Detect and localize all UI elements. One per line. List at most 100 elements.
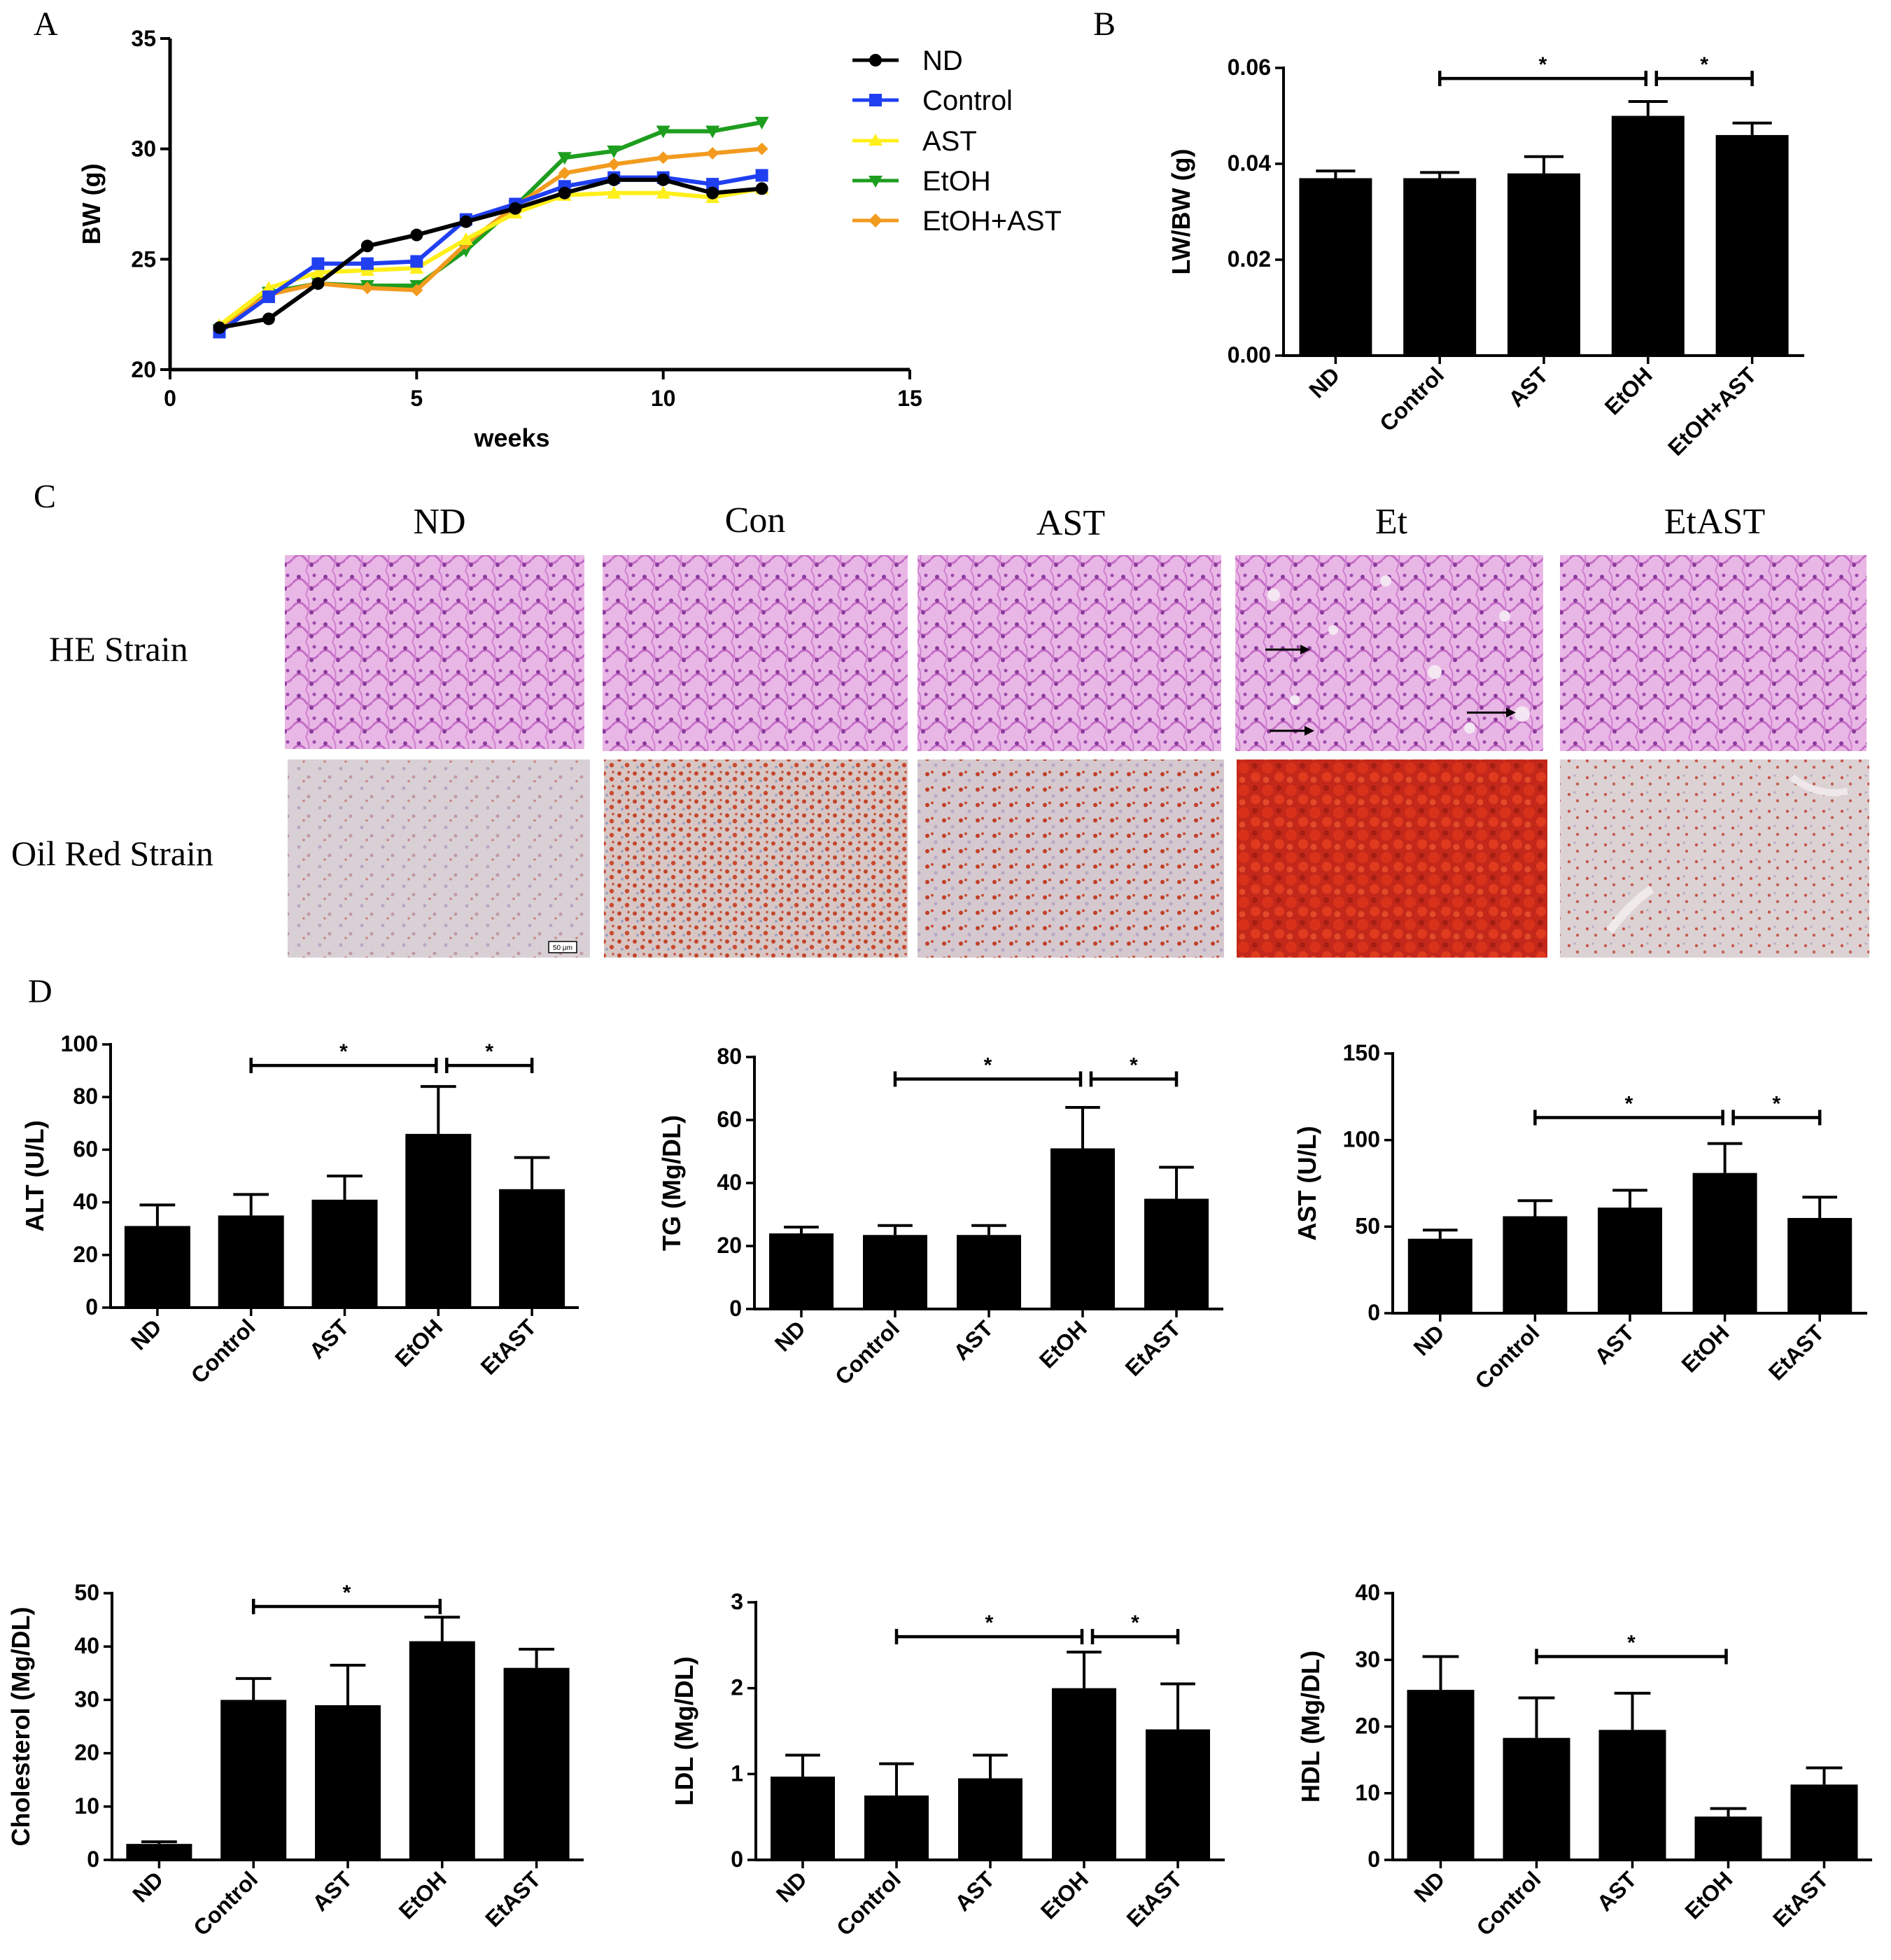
x-tick-label: 0 [164, 386, 176, 411]
y-axis-label: AST (U/L) [1293, 1126, 1321, 1241]
bar-control [1503, 1216, 1568, 1313]
category-label-control: Control [1470, 1320, 1544, 1394]
y-tick-label: 50 [74, 1580, 99, 1605]
data-point-ast [656, 186, 670, 199]
category-label-etoh: EtOH [1600, 362, 1657, 419]
data-point-control [262, 290, 275, 303]
legend-item-etoh: EtOH [852, 166, 991, 197]
alt-bar-chart: 0 20 40 60 80 100 ND Control AST EtOH EtAST * * ALT (… [20, 1031, 579, 1388]
data-point-control [311, 257, 325, 270]
category-label-etast: EtAST [480, 1866, 546, 1932]
legend-marker-etoh-ast [869, 214, 883, 227]
data-point-etoh-ast [558, 167, 571, 180]
category-label-etoh: EtOH [1036, 1866, 1093, 1924]
y-tick-label: 3 [731, 1589, 743, 1614]
category-label-nd: ND [1409, 1866, 1449, 1907]
oil-image-nd [288, 760, 590, 958]
y-tick-label: 0.04 [1228, 150, 1271, 176]
y-tick-label: 1 [731, 1760, 743, 1786]
liver-ratio-bar-chart: 0.00 0.02 0.04 0.06 ND Control AST EtOH EtOH+AST… [1167, 53, 1804, 461]
category-label-etoh: EtOH [390, 1314, 447, 1371]
y-tick-label: 80 [73, 1084, 98, 1109]
bar-etoh [1692, 1172, 1757, 1313]
y-tick-label: 30 [131, 136, 156, 162]
category-label-control: Control [186, 1314, 260, 1388]
category-label-ast: AST [948, 1315, 998, 1365]
data-point-ast [607, 186, 621, 199]
cholesterol-bar-chart: 0 10 20 30 40 50 ND Control AST EtOH EtAST * Cholest… [6, 1580, 584, 1940]
x-axis-label: weeks [473, 424, 549, 452]
category-label-nd: ND [1304, 362, 1344, 402]
data-point-nd [558, 186, 571, 200]
category-label-control: Control [1472, 1866, 1546, 1940]
bar-nd [1299, 178, 1372, 356]
he-vacuoles-et [1267, 575, 1530, 734]
category-label-nd: ND [770, 1315, 810, 1356]
bar-ast [1507, 173, 1580, 356]
significance-star: * [985, 1611, 994, 1634]
bar-etoh [1052, 1688, 1116, 1860]
legend-a: ND Control AST EtOH EtOH+AST [852, 46, 1062, 237]
y-tick-label: 0 [1368, 1300, 1380, 1325]
bar-ast [311, 1199, 378, 1308]
category-label-etast: EtAST [1768, 1866, 1834, 1932]
right-arrow-icon [1265, 645, 1310, 654]
y-tick-label: 2 [731, 1675, 743, 1700]
data-point-nd [213, 321, 226, 335]
bar-ast [315, 1705, 381, 1860]
bar-etast [1146, 1729, 1210, 1860]
category-label-nd: ND [771, 1866, 812, 1907]
panel-label-c: C [34, 478, 56, 515]
y-tick-label: 100 [61, 1031, 98, 1056]
bar-ast [958, 1778, 1022, 1860]
significance-star: * [984, 1054, 992, 1077]
significance-star: * [1700, 53, 1708, 76]
data-point-nd [706, 186, 719, 200]
data-point-nd [755, 182, 768, 195]
y-axis-label: BW (g) [77, 164, 106, 245]
category-label-etast: EtAST [476, 1314, 542, 1380]
y-axis-label: LDL (Mg/DL) [670, 1656, 698, 1805]
bar-control [863, 1235, 927, 1309]
data-point-etoh [656, 125, 670, 139]
bar-etoh [405, 1133, 472, 1308]
y-tick-label: 80 [717, 1044, 742, 1069]
significance-star: * [1539, 53, 1547, 76]
data-point-nd [607, 173, 621, 186]
y-tick-label: 0 [87, 1847, 99, 1872]
data-point-nd [360, 239, 374, 253]
he-image-et [1235, 555, 1543, 751]
y-tick-label: 25 [131, 246, 156, 272]
data-point-etoh-ast [706, 146, 719, 160]
bar-control [1503, 1737, 1570, 1860]
y-tick-label: 0 [85, 1294, 98, 1320]
legend-label-nd: ND [922, 46, 963, 76]
bar-control [218, 1215, 284, 1308]
oil-vessel-etast [1790, 774, 1849, 797]
column-label-nd: ND [413, 502, 465, 542]
he-image-nd [285, 555, 584, 749]
y-tick-label: 40 [73, 1189, 98, 1214]
category-label-etoh: EtOH [1677, 1320, 1734, 1377]
y-tick-label: 20 [73, 1242, 98, 1267]
category-label-etoh-ast: EtOH+AST [1663, 362, 1762, 461]
category-label-nd: ND [127, 1866, 168, 1907]
body-weight-line-chart: 20 25 30 35 0 5 10 15 weeks BW (g) [77, 26, 922, 452]
legend-marker-ast [869, 134, 883, 146]
y-tick-label: 20 [1355, 1714, 1380, 1739]
data-point-ast [311, 265, 325, 279]
series-line-ast [218, 186, 763, 328]
row-label-he: HE Strain [49, 629, 188, 668]
scale-bar: 50 μm [548, 941, 577, 953]
category-label-nd: ND [126, 1314, 167, 1354]
category-label-control: Control [831, 1866, 906, 1940]
category-label-ast: AST [950, 1866, 999, 1916]
data-point-etoh-ast [656, 151, 670, 164]
right-arrow-icon [1467, 708, 1516, 718]
data-point-etoh [607, 145, 621, 158]
y-tick-label: 150 [1343, 1040, 1380, 1065]
y-tick-label: 40 [74, 1633, 99, 1658]
column-label-et: Et [1375, 502, 1408, 542]
y-tick-label: 60 [717, 1107, 742, 1132]
bar-control [864, 1795, 929, 1860]
